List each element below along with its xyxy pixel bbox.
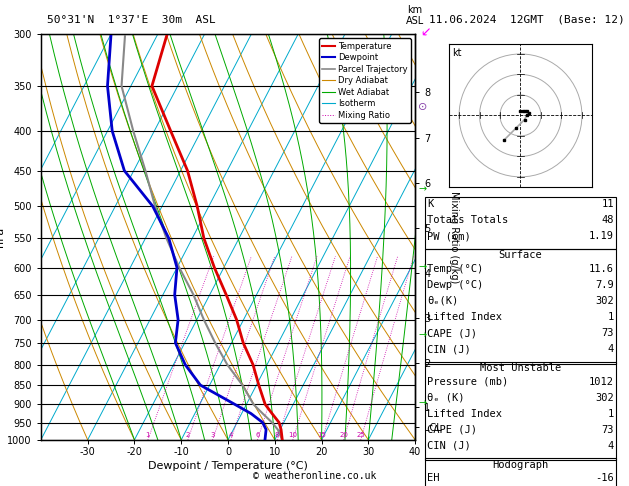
- Text: CAPE (J): CAPE (J): [427, 328, 477, 338]
- Text: 6: 6: [255, 432, 260, 438]
- Text: 11.6: 11.6: [589, 264, 614, 274]
- Text: 15: 15: [318, 432, 326, 438]
- Text: K: K: [427, 199, 433, 209]
- Text: ⊙: ⊙: [418, 102, 428, 112]
- Y-axis label: hPa: hPa: [0, 227, 4, 247]
- Text: Most Unstable: Most Unstable: [480, 363, 561, 373]
- Text: 1: 1: [146, 432, 150, 438]
- Text: 48: 48: [601, 215, 614, 226]
- Text: -16: -16: [595, 473, 614, 484]
- Text: 1: 1: [608, 312, 614, 322]
- Text: ←: ←: [418, 23, 435, 40]
- Text: CAPE (J): CAPE (J): [427, 425, 477, 435]
- Text: CIN (J): CIN (J): [427, 441, 471, 451]
- Text: Temp (°C): Temp (°C): [427, 264, 483, 274]
- Legend: Temperature, Dewpoint, Parcel Trajectory, Dry Adiabat, Wet Adiabat, Isotherm, Mi: Temperature, Dewpoint, Parcel Trajectory…: [319, 38, 411, 123]
- Text: PW (cm): PW (cm): [427, 231, 471, 242]
- Text: 302: 302: [595, 393, 614, 403]
- Text: © weatheronline.co.uk: © weatheronline.co.uk: [253, 471, 376, 481]
- Text: km
ASL: km ASL: [406, 5, 425, 26]
- Text: 10: 10: [288, 432, 298, 438]
- Text: →: →: [418, 262, 426, 272]
- Text: Pressure (mb): Pressure (mb): [427, 377, 508, 387]
- Text: →: →: [418, 330, 426, 340]
- Text: 1: 1: [608, 409, 614, 419]
- Text: Hodograph: Hodograph: [493, 460, 548, 470]
- Text: 7.9: 7.9: [595, 280, 614, 290]
- Text: →: →: [418, 399, 426, 408]
- Text: 4: 4: [608, 441, 614, 451]
- Text: 50°31'N  1°37'E  30m  ASL: 50°31'N 1°37'E 30m ASL: [47, 15, 216, 25]
- Text: 2: 2: [186, 432, 190, 438]
- Text: 25: 25: [357, 432, 365, 438]
- Text: 1.19: 1.19: [589, 231, 614, 242]
- Text: 1012: 1012: [589, 377, 614, 387]
- Text: 4: 4: [229, 432, 233, 438]
- Text: 3: 3: [210, 432, 215, 438]
- Text: Lifted Index: Lifted Index: [427, 312, 502, 322]
- Text: kt: kt: [452, 48, 461, 58]
- Text: θₑ (K): θₑ (K): [427, 393, 465, 403]
- Text: 11: 11: [601, 199, 614, 209]
- Text: 8: 8: [275, 432, 279, 438]
- Text: θₑ(K): θₑ(K): [427, 296, 459, 306]
- Text: 73: 73: [601, 328, 614, 338]
- Text: 11.06.2024  12GMT  (Base: 12): 11.06.2024 12GMT (Base: 12): [429, 15, 625, 25]
- X-axis label: Dewpoint / Temperature (°C): Dewpoint / Temperature (°C): [148, 461, 308, 471]
- Y-axis label: Mixing Ratio (g/kg): Mixing Ratio (g/kg): [448, 191, 459, 283]
- Text: Lifted Index: Lifted Index: [427, 409, 502, 419]
- Text: EH: EH: [427, 473, 440, 484]
- Text: →: →: [418, 185, 426, 194]
- Text: 73: 73: [601, 425, 614, 435]
- Text: Surface: Surface: [499, 250, 542, 260]
- Text: CIN (J): CIN (J): [427, 344, 471, 354]
- Text: 4: 4: [608, 344, 614, 354]
- Text: Totals Totals: Totals Totals: [427, 215, 508, 226]
- Text: Dewp (°C): Dewp (°C): [427, 280, 483, 290]
- Text: 302: 302: [595, 296, 614, 306]
- Text: 20: 20: [339, 432, 348, 438]
